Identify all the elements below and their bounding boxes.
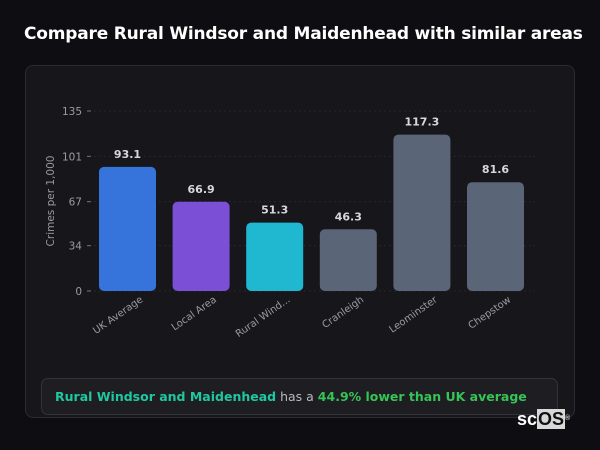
x-tick-label: Local Area bbox=[170, 294, 219, 333]
bar[interactable] bbox=[172, 201, 230, 291]
page-title: Compare Rural Windsor and Maidenhead wit… bbox=[24, 24, 583, 44]
data-label: 66.9 bbox=[188, 183, 215, 196]
y-tick-label: 101 bbox=[62, 151, 82, 163]
bar[interactable] bbox=[99, 166, 156, 291]
x-tick-label: Leominster bbox=[388, 294, 441, 336]
data-label: 117.3 bbox=[405, 116, 440, 129]
data-label: 93.1 bbox=[114, 148, 141, 161]
x-tick-label: Cranleigh bbox=[320, 294, 366, 331]
y-tick-label: 135 bbox=[62, 106, 82, 118]
bar[interactable] bbox=[393, 134, 451, 291]
summary-box: Rural Windsor and Maidenhead has a 44.9%… bbox=[41, 378, 558, 415]
bar[interactable] bbox=[246, 222, 304, 291]
y-axis-label: Crimes per 1,000 bbox=[45, 156, 57, 247]
x-tick-label: Rural Wind... bbox=[234, 294, 292, 340]
x-tick-label: UK Average bbox=[91, 294, 145, 336]
summary-area: Rural Windsor and Maidenhead bbox=[55, 389, 277, 404]
bar[interactable] bbox=[467, 182, 524, 291]
y-tick-label: 67 bbox=[69, 197, 82, 209]
data-label: 81.6 bbox=[482, 163, 509, 176]
summary-comparison: 44.9% lower than UK average bbox=[317, 389, 527, 404]
scos-logo: scOS® bbox=[517, 409, 571, 429]
summary-connector: has a bbox=[276, 389, 318, 404]
bar[interactable] bbox=[319, 229, 377, 291]
y-tick-label: 34 bbox=[69, 241, 83, 253]
data-label: 51.3 bbox=[261, 204, 288, 217]
data-label: 46.3 bbox=[335, 210, 362, 223]
x-tick-label: Chepstow bbox=[467, 294, 514, 331]
y-tick-label: 0 bbox=[75, 286, 82, 298]
